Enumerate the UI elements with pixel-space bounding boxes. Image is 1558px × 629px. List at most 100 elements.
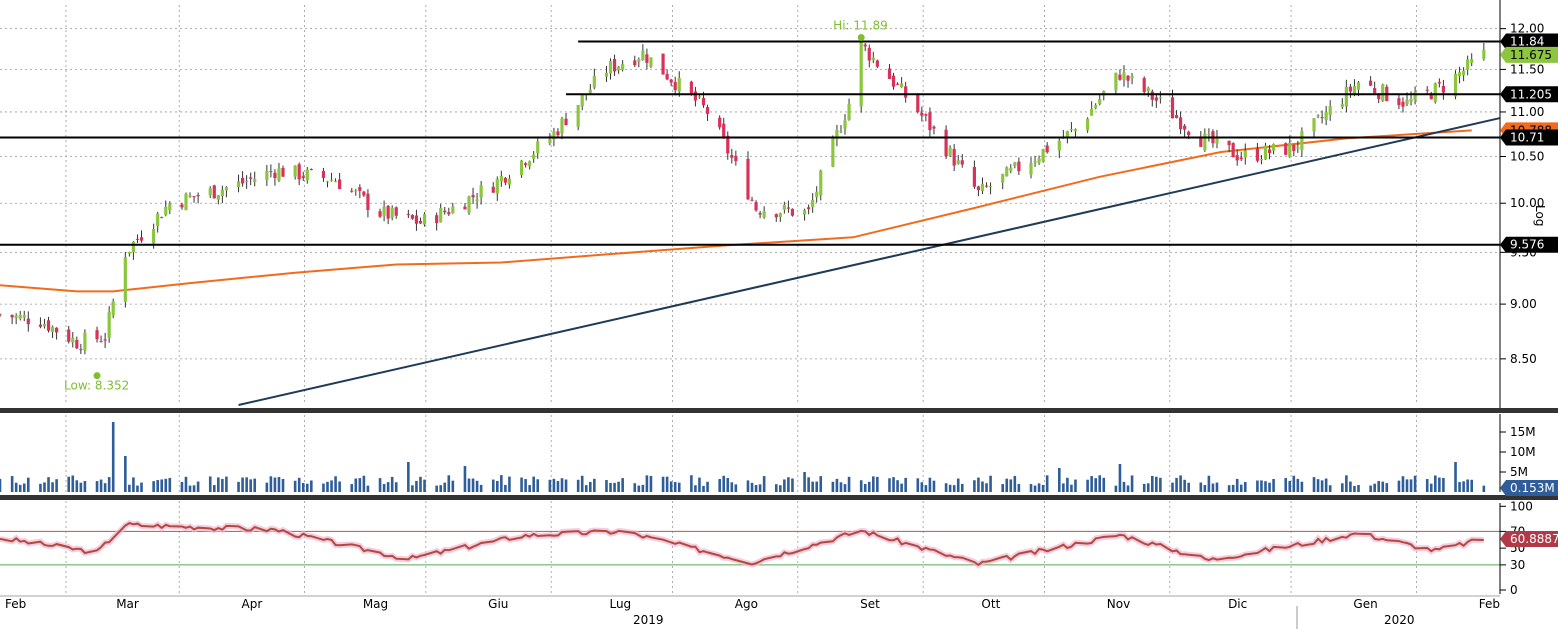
candle-body	[192, 196, 196, 198]
volume-bar	[419, 476, 422, 492]
volume-bar	[1482, 485, 1486, 492]
candle-body	[139, 237, 144, 241]
volume-bar	[1017, 483, 1021, 492]
volume-bar	[124, 456, 127, 492]
volume-bar	[1062, 483, 1065, 492]
volume-bar	[956, 478, 960, 492]
candle-body	[1073, 129, 1078, 132]
candle-body	[414, 215, 419, 224]
volume-bar	[1357, 485, 1360, 492]
candle-body	[1005, 167, 1009, 177]
candle-body	[649, 57, 653, 67]
volume-bar	[1215, 482, 1219, 492]
volume-bar	[690, 475, 693, 492]
volume-bar	[225, 476, 228, 492]
candle-body	[1118, 74, 1122, 80]
volume-bar	[1425, 479, 1429, 492]
candle-body	[309, 169, 313, 171]
volume-bar	[1466, 479, 1469, 492]
x-tick-label: Mar	[116, 597, 139, 611]
x-tick-label: Ott	[981, 597, 1000, 611]
candle-body	[475, 199, 479, 202]
candle-body	[196, 195, 200, 197]
candle-body	[1381, 84, 1385, 101]
candle-body	[135, 238, 140, 240]
volume-bar	[508, 476, 511, 492]
candle-body	[705, 107, 710, 114]
volume-bar	[14, 482, 18, 492]
candle-body	[382, 206, 386, 216]
candle-body	[390, 207, 394, 218]
level-tag-bg	[1500, 129, 1558, 146]
candle-body	[1312, 118, 1316, 132]
candle-body	[734, 155, 738, 162]
divider-volume-rsi[interactable]	[0, 495, 1558, 500]
candle-body	[1340, 104, 1344, 107]
candle-body	[366, 193, 370, 210]
volume-bar	[892, 477, 895, 492]
candle-body	[491, 186, 495, 193]
volume-bar	[334, 476, 337, 492]
volume-bar	[95, 481, 99, 492]
volume-bar	[1033, 485, 1037, 492]
candle-body	[895, 83, 900, 85]
candle-body	[701, 97, 706, 106]
candle-body	[1170, 97, 1175, 119]
candle-body	[928, 112, 932, 131]
candle-body	[297, 164, 301, 180]
candle-body	[212, 185, 216, 199]
volume-bar	[435, 485, 438, 492]
candle-body	[891, 75, 896, 87]
volume-bar	[807, 477, 810, 492]
candle-body	[633, 60, 637, 66]
volume-bar	[188, 485, 192, 492]
candle-body	[471, 195, 475, 198]
volume-bar	[265, 482, 269, 492]
candle-body	[1094, 105, 1098, 109]
volume-bar	[415, 480, 418, 492]
candle-body	[1348, 86, 1353, 92]
volume-bar	[580, 475, 584, 492]
volume-bar	[1183, 479, 1186, 492]
candle-body	[778, 213, 782, 218]
volume-bar	[1409, 479, 1413, 492]
volume-bar	[928, 477, 932, 492]
candle-body	[507, 178, 512, 185]
volume-bar	[896, 480, 899, 492]
volume-bar	[1114, 485, 1118, 492]
volume-bar	[588, 481, 592, 492]
rsi-tick-label: 30	[1510, 558, 1525, 572]
candle-body	[532, 154, 536, 159]
volume-bar	[605, 480, 608, 492]
candle-body	[418, 220, 423, 224]
volume-bar	[1009, 479, 1013, 492]
level-tag-label: 11.205	[1510, 87, 1552, 101]
volume-bar	[791, 478, 794, 492]
candle-body	[1033, 160, 1037, 163]
volume-bar	[27, 477, 30, 492]
volume-bar	[673, 482, 677, 492]
volume-bar	[981, 481, 984, 492]
candle-body	[1462, 70, 1466, 76]
candle-body	[168, 203, 172, 211]
volume-bar	[718, 479, 721, 492]
candle-body	[948, 147, 952, 156]
divider-price-volume[interactable]	[0, 408, 1558, 413]
volume-bar	[920, 482, 924, 492]
candle-body	[305, 169, 309, 181]
volume-bar	[471, 478, 475, 492]
candle-body	[875, 60, 879, 67]
volume-bar	[1231, 484, 1235, 492]
candle-body	[378, 211, 382, 217]
volume-bar	[1288, 480, 1292, 492]
candle-body	[819, 170, 823, 196]
horizontal-levels-layer	[0, 40, 1500, 246]
volume-bar	[99, 479, 103, 492]
candle-body	[932, 126, 936, 129]
volume-bar	[1013, 475, 1017, 492]
volume-bar	[1470, 479, 1473, 492]
volume-bar	[1005, 478, 1009, 492]
candle-body	[1255, 148, 1260, 161]
x-tick-label: Nov	[1107, 597, 1130, 611]
volume-bar	[301, 482, 305, 492]
